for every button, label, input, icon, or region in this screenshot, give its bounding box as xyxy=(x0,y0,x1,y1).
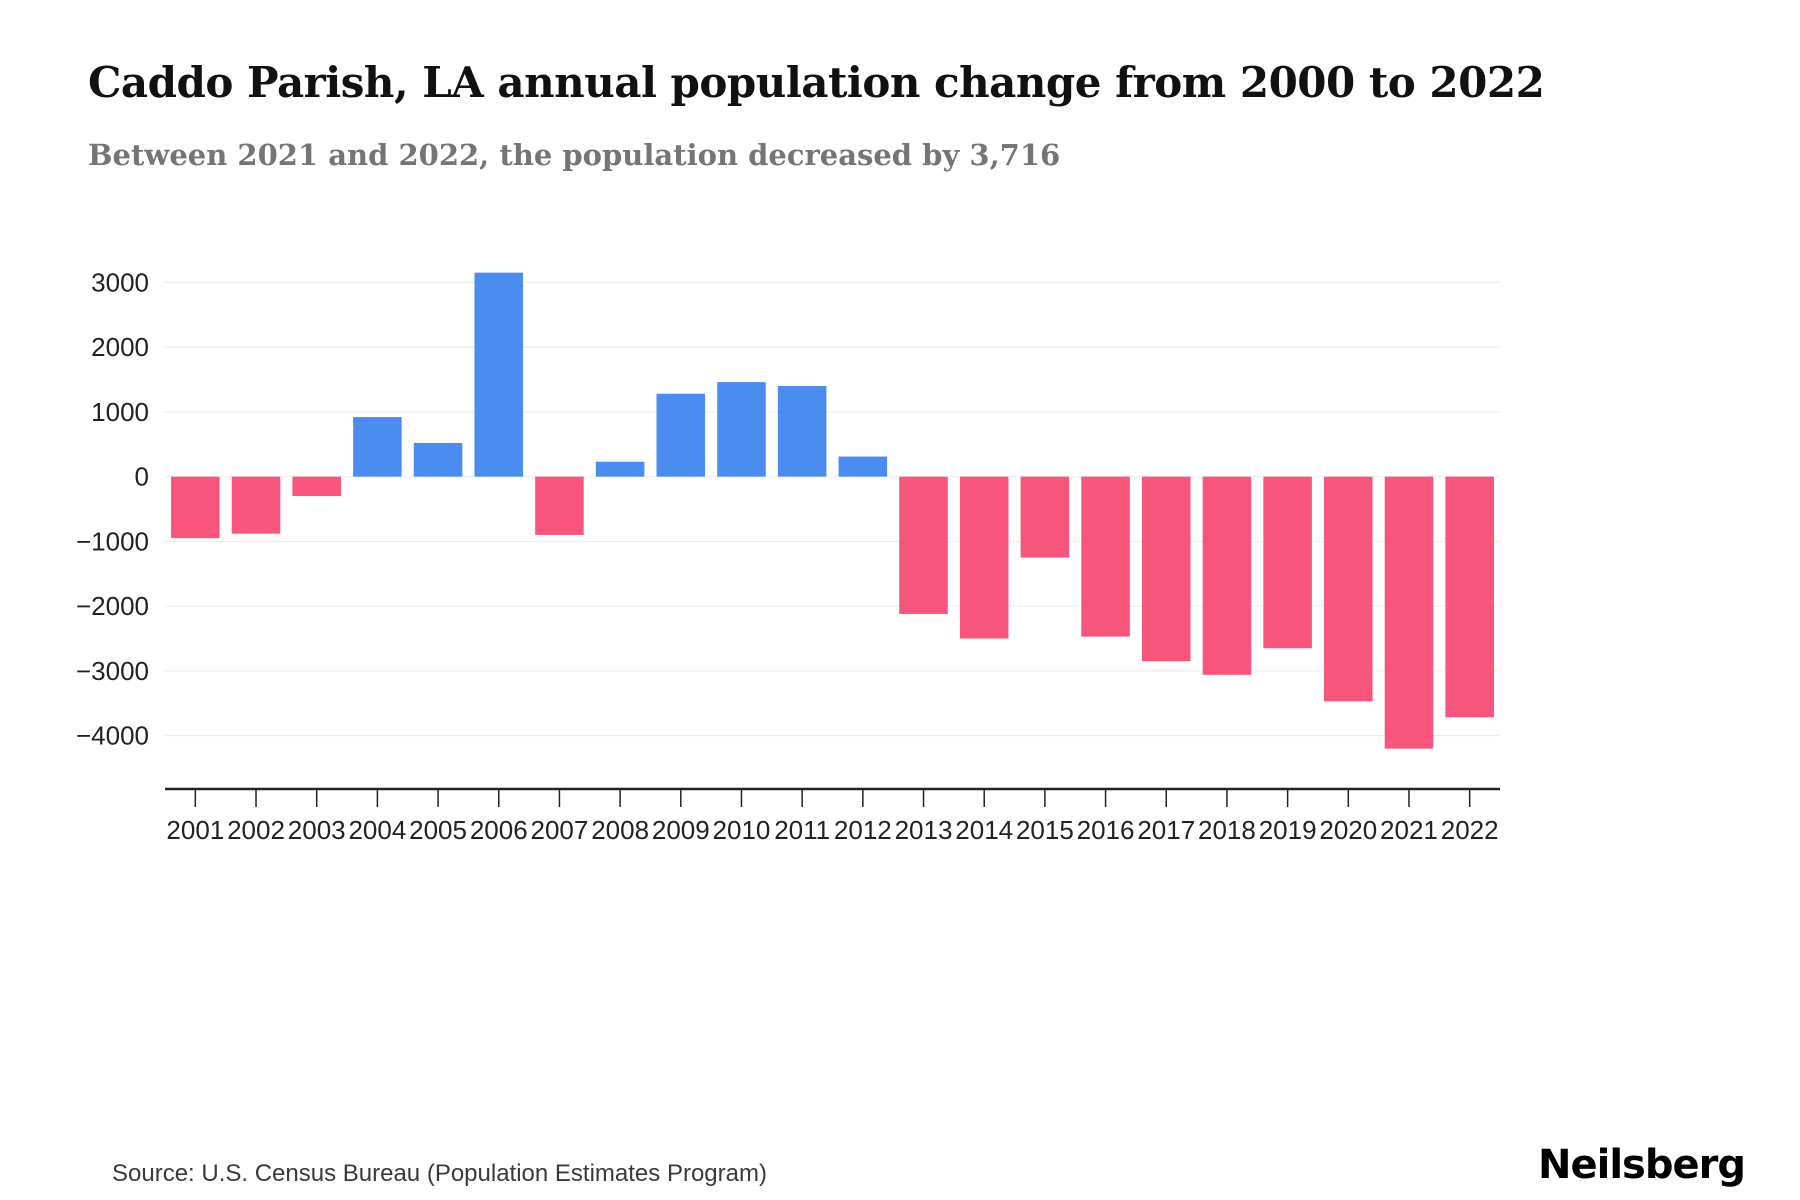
bar-2010[interactable] xyxy=(717,382,766,477)
x-tick-label: 2007 xyxy=(531,815,589,845)
chart-area: 3000 2000 1000 0 −1000 −2000 −3000 −4000 2001 200… xyxy=(60,225,1520,875)
y-tick-label: 1000 xyxy=(91,397,149,427)
x-tick-label: 2006 xyxy=(470,815,528,845)
x-tick-label: 2013 xyxy=(895,815,953,845)
x-tick-label: 2016 xyxy=(1077,815,1135,845)
x-tick-label: 2010 xyxy=(713,815,771,845)
y-tick-label: 0 xyxy=(135,462,149,492)
source-text: Source: U.S. Census Bureau (Population E… xyxy=(112,1160,767,1187)
brand-logo: Neilsberg xyxy=(1538,1142,1746,1188)
x-tick-label: 2021 xyxy=(1380,815,1438,845)
y-tick-label: 2000 xyxy=(91,332,149,362)
chart-title: Caddo Parish, LA annual population chang… xyxy=(88,58,1545,107)
bar-2007[interactable] xyxy=(535,476,584,535)
bar-2011[interactable] xyxy=(777,385,827,477)
x-tick-label: 2009 xyxy=(652,815,710,845)
bar-2017[interactable] xyxy=(1141,476,1191,662)
x-tick-label: 2014 xyxy=(955,815,1013,845)
bar-2004[interactable] xyxy=(353,417,402,477)
bar-2009[interactable] xyxy=(656,393,706,477)
x-tick-label: 2005 xyxy=(409,815,467,845)
bar-2002[interactable] xyxy=(231,476,281,534)
x-tick-label: 2019 xyxy=(1259,815,1317,845)
x-tick-label: 2003 xyxy=(288,815,346,845)
bar-2018[interactable] xyxy=(1202,476,1252,675)
bar-2001[interactable] xyxy=(171,476,220,539)
x-tick-label: 2017 xyxy=(1137,815,1195,845)
y-tick-label: −2000 xyxy=(76,591,149,621)
y-tick-label: −3000 xyxy=(76,656,149,686)
x-tick-label: 2015 xyxy=(1016,815,1074,845)
bar-2015[interactable] xyxy=(1020,476,1070,558)
x-tick-label: 2022 xyxy=(1441,815,1499,845)
bar-2013[interactable] xyxy=(899,476,948,614)
x-tick-label: 2002 xyxy=(227,815,285,845)
y-tick-label: 3000 xyxy=(91,267,149,297)
x-tick-label: 2020 xyxy=(1319,815,1377,845)
bar-2019[interactable] xyxy=(1263,476,1312,649)
bar-2022[interactable] xyxy=(1445,476,1494,718)
x-tick-label: 2011 xyxy=(774,815,830,845)
bar-2016[interactable] xyxy=(1081,476,1130,637)
x-tick-label: 2008 xyxy=(591,815,649,845)
bar-2005[interactable] xyxy=(413,442,463,477)
y-tick-label: −4000 xyxy=(76,721,149,751)
x-tick-label: 2004 xyxy=(348,815,406,845)
x-tick-label: 2012 xyxy=(834,815,892,845)
x-tick-label: 2018 xyxy=(1198,815,1256,845)
bar-2003[interactable] xyxy=(292,476,341,497)
bar-2014[interactable] xyxy=(959,476,1009,639)
bar-2008[interactable] xyxy=(595,461,645,477)
bar-2020[interactable] xyxy=(1324,476,1373,702)
bar-2012[interactable] xyxy=(838,456,888,477)
y-tick-label: −1000 xyxy=(76,526,149,556)
bar-2021[interactable] xyxy=(1384,476,1434,749)
bar-2006[interactable] xyxy=(474,272,524,477)
chart-subtitle: Between 2021 and 2022, the population de… xyxy=(88,138,1061,172)
x-tick-label: 2001 xyxy=(166,815,224,845)
